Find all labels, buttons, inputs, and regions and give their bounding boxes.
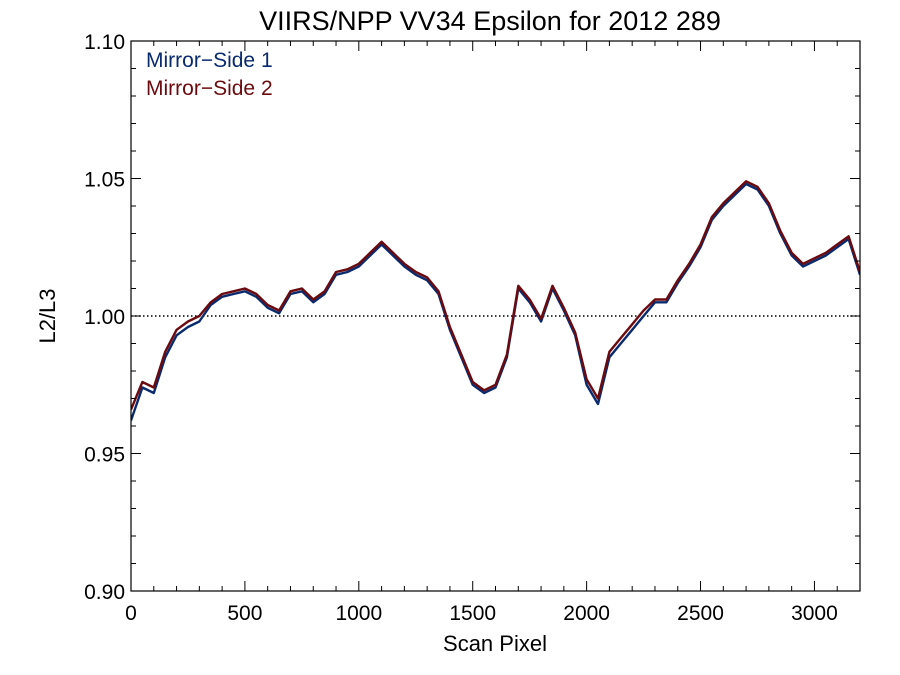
y-tick-label: 0.90 xyxy=(84,581,125,604)
x-tick-label: 1500 xyxy=(449,602,496,625)
x-tick-label: 1000 xyxy=(335,602,382,625)
legend: Mirror−Side 1 Mirror−Side 2 xyxy=(146,49,273,100)
y-tick-label: 1.10 xyxy=(84,31,125,54)
legend-entry-2: Mirror−Side 2 xyxy=(146,77,273,100)
chart-title: VIIRS/NPP VV34 Epsilon for 2012 289 xyxy=(259,6,721,36)
x-tick-label: 0 xyxy=(125,602,137,625)
axis-ticks: 0 500 1000 1500 2000 2500 3000 0.90 0.95 1.00 1.05… xyxy=(84,31,861,625)
x-tick-label: 2500 xyxy=(677,602,724,625)
x-tick-label: 500 xyxy=(227,602,262,625)
x-tick-label: 3000 xyxy=(791,602,838,625)
plot-area xyxy=(131,180,860,421)
y-tick-label: 1.05 xyxy=(84,169,125,192)
plot-frame xyxy=(130,40,861,592)
x-tick-label: 2000 xyxy=(563,602,610,625)
series-line-1 xyxy=(131,182,860,421)
legend-entry-1: Mirror−Side 1 xyxy=(146,49,273,72)
series-line-2 xyxy=(131,180,860,410)
y-tick-label: 1.00 xyxy=(84,306,125,329)
x-axis-label: Scan Pixel xyxy=(443,631,547,656)
y-axis-label: L2/L3 xyxy=(35,288,60,343)
y-tick-label: 0.95 xyxy=(84,444,125,467)
